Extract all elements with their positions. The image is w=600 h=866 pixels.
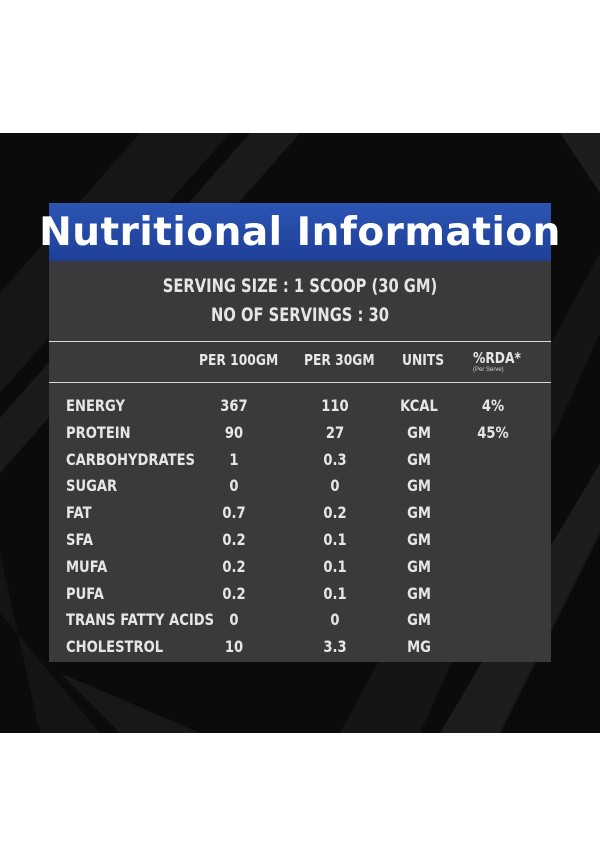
row-per-100gm: 0.2: [222, 583, 246, 603]
row-name: PUFA: [66, 583, 104, 603]
row-per-30gm: 27: [325, 422, 345, 442]
row-per-100gm: 0.2: [222, 530, 246, 549]
serving-size: SERVING SIZE : 1 SCOOP (30 GM): [162, 275, 438, 297]
banner-background: Nutritional Information SERVING SIZE : 1…: [0, 133, 600, 733]
row-per-30gm: 0: [330, 476, 340, 496]
row-per-100gm: 1: [229, 449, 239, 469]
page-title: Nutritional Information: [39, 209, 561, 255]
row-name: CARBOHYDRATES: [66, 449, 196, 469]
row-unit: GM: [407, 476, 431, 496]
row-unit: GM: [407, 503, 431, 523]
row-rda: 45%: [477, 422, 509, 442]
title-bar: Nutritional Information: [39, 203, 560, 261]
row-name: ENERGY: [66, 396, 125, 415]
row-unit: MG: [407, 637, 431, 657]
row-unit: GM: [407, 449, 431, 469]
row-per-100gm: 0: [229, 476, 239, 496]
row-name: CHOLESTROL: [66, 637, 164, 657]
row-name: TRANS FATTY ACIDS: [66, 610, 215, 630]
divider-header: [49, 382, 551, 383]
row-name: PROTEIN: [66, 422, 131, 442]
row-name: MUFA: [66, 556, 108, 576]
row-per-100gm: 0.7: [222, 503, 246, 523]
row-per-30gm: 0.1: [323, 530, 347, 549]
row-per-30gm: 0.3: [323, 449, 347, 469]
row-unit: GM: [407, 583, 431, 603]
row-unit: KCAL: [400, 396, 438, 415]
row-rda: 4%: [481, 396, 505, 415]
divider-top: [49, 341, 551, 342]
row-per-30gm: 0.1: [323, 583, 347, 603]
col-rda: %RDA*: [473, 349, 521, 367]
row-name: SUGAR: [66, 476, 118, 496]
nutrition-panel: Nutritional Information SERVING SIZE : 1…: [39, 203, 560, 662]
row-unit: GM: [407, 422, 431, 442]
col-per-100gm: PER 100GM: [199, 351, 279, 369]
row-unit: GM: [407, 530, 431, 549]
row-per-100gm: 0.2: [222, 556, 246, 576]
row-per-100gm: 90: [224, 422, 244, 442]
col-rda-note: (Per Serve): [473, 367, 504, 373]
row-per-30gm: 0.1: [323, 556, 347, 576]
row-per-30gm: 0.2: [323, 503, 347, 523]
row-per-100gm: 0: [229, 610, 239, 630]
col-per-30gm: PER 30GM: [304, 351, 375, 369]
row-per-30gm: 3.3: [323, 637, 347, 657]
row-per-30gm: 110: [321, 396, 349, 415]
col-units: UNITS: [402, 351, 445, 369]
row-name: FAT: [66, 503, 92, 523]
servings-count: NO OF SERVINGS : 30: [211, 304, 389, 326]
row-per-100gm: 10: [224, 637, 244, 657]
row-name: SFA: [66, 530, 94, 549]
row-unit: GM: [407, 556, 431, 576]
row-unit: GM: [407, 610, 431, 630]
row-per-100gm: 367: [220, 396, 248, 415]
row-per-30gm: 0: [330, 610, 340, 630]
